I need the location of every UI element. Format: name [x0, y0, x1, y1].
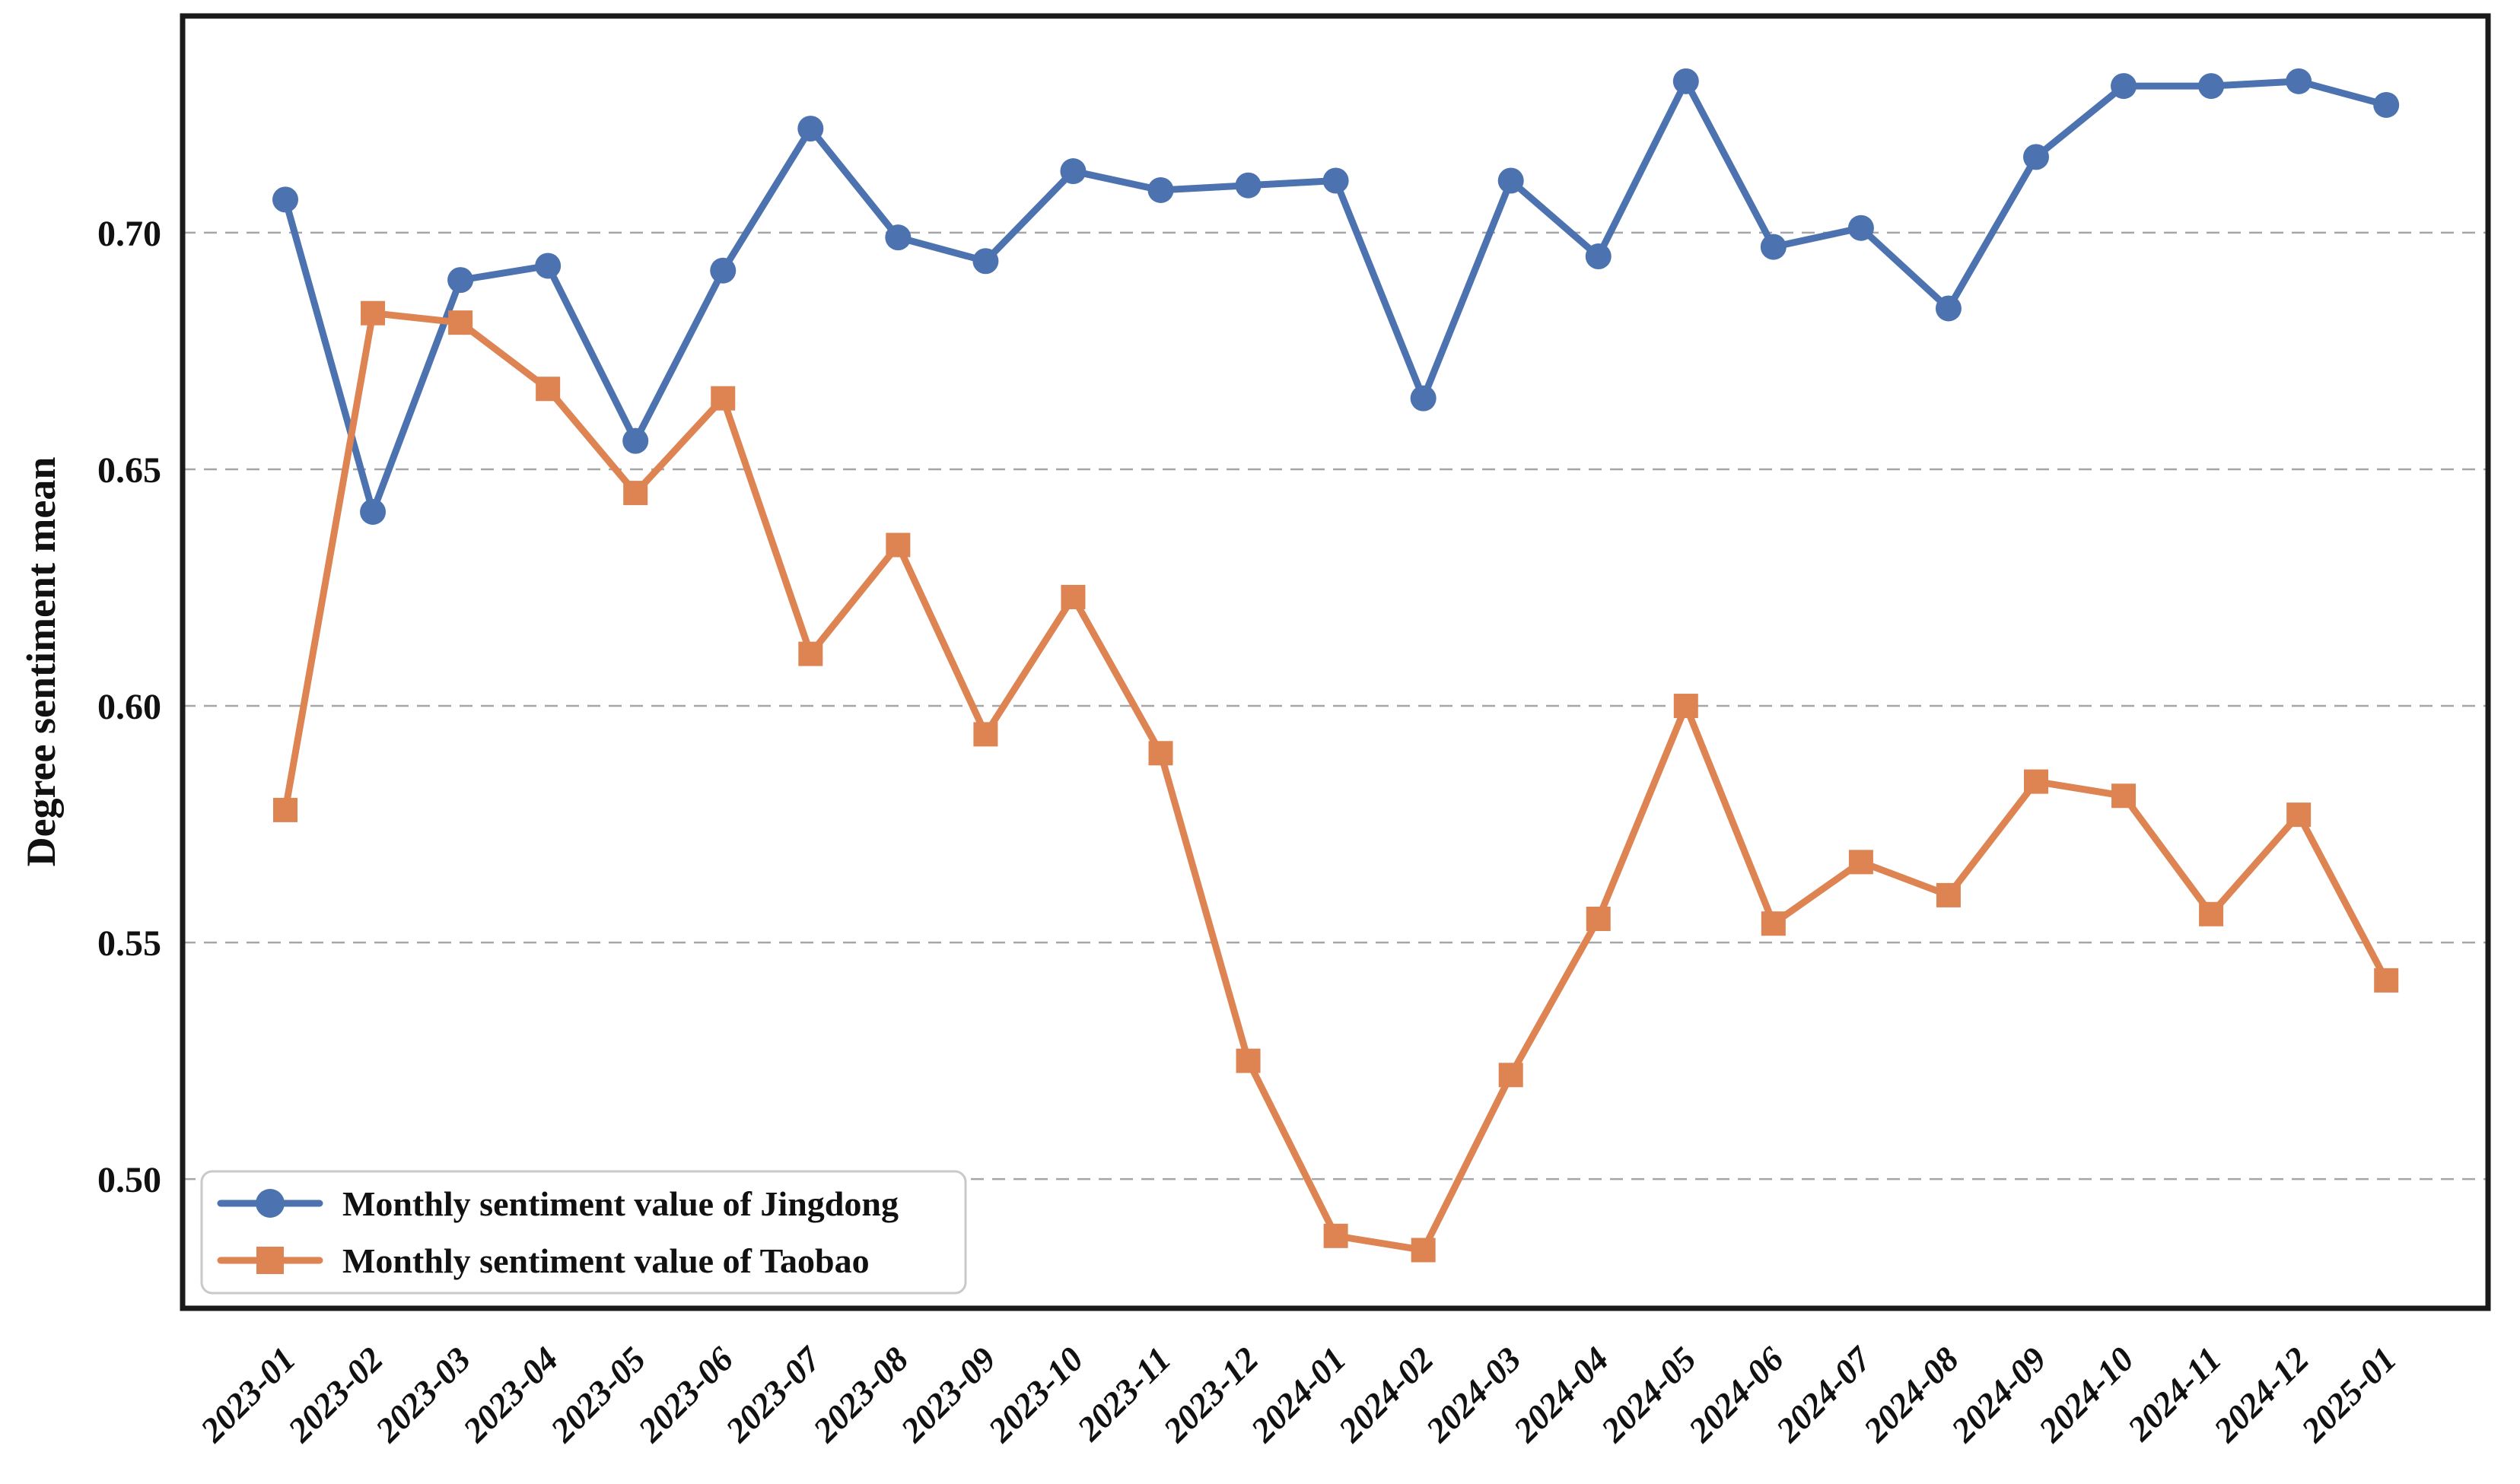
taobao-marker-2023-07 [798, 641, 823, 666]
x-tick-label-2025-01: 2025-01 [2293, 1339, 2404, 1450]
series-lines [272, 68, 2400, 1263]
legend-box [200, 1170, 967, 1295]
taobao-marker-2023-10 [1061, 584, 1086, 609]
jingdong-marker-2023-12 [1235, 172, 1262, 199]
y-tick-label-0.70: 0.70 [97, 214, 161, 254]
x-tick-label-2023-04: 2023-04 [455, 1339, 565, 1450]
taobao-marker-2023-09 [973, 722, 998, 747]
taobao-marker-2023-04 [536, 377, 561, 402]
jingdong-marker-2023-06 [710, 257, 737, 284]
taobao-marker-2023-11 [1148, 741, 1173, 766]
x-axis-tick-labels: 2023-012023-022023-032023-042023-052023-… [192, 1339, 2404, 1451]
legend-item-taobao: Monthly sentiment value of Taobao [217, 1241, 870, 1280]
taobao-marker-2024-04 [1586, 906, 1611, 931]
x-tick-label-2024-03: 2024-03 [1418, 1339, 1529, 1450]
taobao-marker-2023-08 [886, 532, 911, 558]
taobao-marker-2023-01 [273, 797, 298, 822]
legend-label-taobao: Monthly sentiment value of Taobao [342, 1241, 870, 1280]
jingdong-marker-2024-02 [1410, 385, 1437, 412]
jingdong-marker-2024-04 [1585, 243, 1612, 270]
legend-taobao-square-icon [256, 1247, 284, 1274]
taobao-marker-2025-01 [2374, 968, 2399, 993]
x-tick-label-2023-09: 2023-09 [892, 1339, 1003, 1450]
y-axis-tick-labels: 0.50 0.55 0.60 0.65 0.70 [97, 214, 161, 1200]
x-tick-label-2023-12: 2023-12 [1155, 1339, 1265, 1450]
x-tick-label-2023-11: 2023-11 [1069, 1339, 1178, 1448]
x-tick-label-2023-03: 2023-03 [368, 1339, 478, 1450]
x-tick-label-2024-01: 2024-01 [1242, 1339, 1353, 1450]
taobao-marker-2024-08 [1936, 882, 1961, 907]
taobao-marker-2024-05 [1673, 694, 1698, 719]
y-tick-label-0.55: 0.55 [97, 923, 161, 964]
x-tick-label-2023-10: 2023-10 [980, 1339, 1090, 1450]
jingdong-marker-2023-04 [535, 253, 562, 279]
taobao-marker-2024-11 [2199, 901, 2224, 926]
x-tick-label-2024-04: 2024-04 [1506, 1339, 1616, 1450]
x-tick-label-2024-08: 2024-08 [1856, 1339, 1966, 1450]
taobao-marker-2024-02 [1411, 1238, 1436, 1263]
taobao-marker-2023-05 [623, 481, 648, 506]
taobao-marker-2024-07 [1848, 850, 1873, 875]
taobao-marker-2023-12 [1236, 1048, 1261, 1073]
y-tick-label-0.50: 0.50 [97, 1160, 161, 1200]
jingdong-marker-2023-07 [797, 116, 824, 142]
taobao-marker-2023-06 [711, 386, 736, 411]
jingdong-marker-2024-06 [1760, 234, 1787, 260]
jingdong-marker-2024-05 [1672, 68, 1699, 94]
jingdong-marker-2024-08 [1935, 295, 1962, 322]
x-tick-label-2024-05: 2024-05 [1593, 1339, 1704, 1450]
jingdong-marker-2025-01 [2373, 91, 2400, 118]
jingdong-marker-2023-05 [622, 427, 649, 454]
x-tick-label-2024-07: 2024-07 [1768, 1339, 1880, 1451]
gridlines [183, 231, 2488, 1181]
jingdong-marker-2023-01 [272, 186, 298, 213]
taobao-marker-2024-09 [2024, 769, 2048, 794]
x-tick-label-2024-06: 2024-06 [1681, 1339, 1791, 1450]
jingdong-marker-2024-10 [2111, 73, 2137, 100]
x-tick-label-2024-02: 2024-02 [1331, 1339, 1441, 1450]
x-tick-label-2023-07: 2023-07 [718, 1339, 829, 1451]
jingdong-marker-2024-09 [2023, 144, 2049, 170]
plot-border [180, 13, 2491, 1311]
jingdong-marker-2024-07 [1847, 214, 1874, 241]
jingdong-marker-2023-08 [885, 224, 912, 251]
x-tick-label-2024-12: 2024-12 [2206, 1339, 2316, 1450]
taobao-marker-2023-03 [448, 310, 473, 335]
x-tick-label-2023-01: 2023-01 [192, 1339, 303, 1450]
jingdong-marker-2024-01 [1322, 167, 1349, 194]
jingdong-marker-2023-11 [1147, 176, 1174, 203]
taobao-marker-2024-06 [1761, 911, 1786, 936]
x-tick-label-2024-09: 2024-09 [1943, 1339, 2054, 1450]
legend-label-jingdong: Monthly sentiment value of Jingdong [342, 1184, 899, 1223]
x-tick-label-2023-02: 2023-02 [280, 1339, 390, 1450]
legend-item-jingdong: Monthly sentiment value of Jingdong [217, 1184, 899, 1223]
taobao-marker-2024-12 [2286, 802, 2312, 828]
jingdong-marker-2023-03 [447, 267, 474, 294]
jingdong-marker-2023-02 [360, 498, 387, 525]
taobao-line [282, 310, 2390, 1254]
taobao-marker-2024-10 [2111, 783, 2137, 809]
y-tick-label-0.60: 0.60 [97, 687, 161, 727]
taobao-marker-2024-03 [1498, 1063, 1523, 1088]
y-tick-label-0.65: 0.65 [97, 450, 161, 491]
jingdong-marker-2024-03 [1497, 167, 1524, 194]
taobao-marker-2023-02 [361, 300, 386, 326]
x-tick-label-2024-11: 2024-11 [2120, 1339, 2229, 1448]
legend-jingdong-circle-icon [256, 1189, 285, 1218]
taobao-marker-2024-01 [1323, 1223, 1348, 1248]
x-tick-label-2023-08: 2023-08 [805, 1339, 915, 1450]
jingdong-marker-2024-11 [2198, 73, 2225, 100]
x-tick-label-2023-06: 2023-06 [630, 1339, 740, 1450]
x-tick-label-2023-05: 2023-05 [542, 1339, 653, 1450]
jingdong-marker-2023-10 [1060, 158, 1087, 185]
x-tick-label-2024-10: 2024-10 [2031, 1339, 2141, 1450]
jingdong-marker-2024-12 [2286, 68, 2312, 94]
jingdong-marker-2023-09 [972, 248, 999, 275]
y-axis-title: Degree sentiment mean [18, 457, 64, 867]
legend: Monthly sentiment value of Jingdong Month… [200, 1170, 967, 1295]
